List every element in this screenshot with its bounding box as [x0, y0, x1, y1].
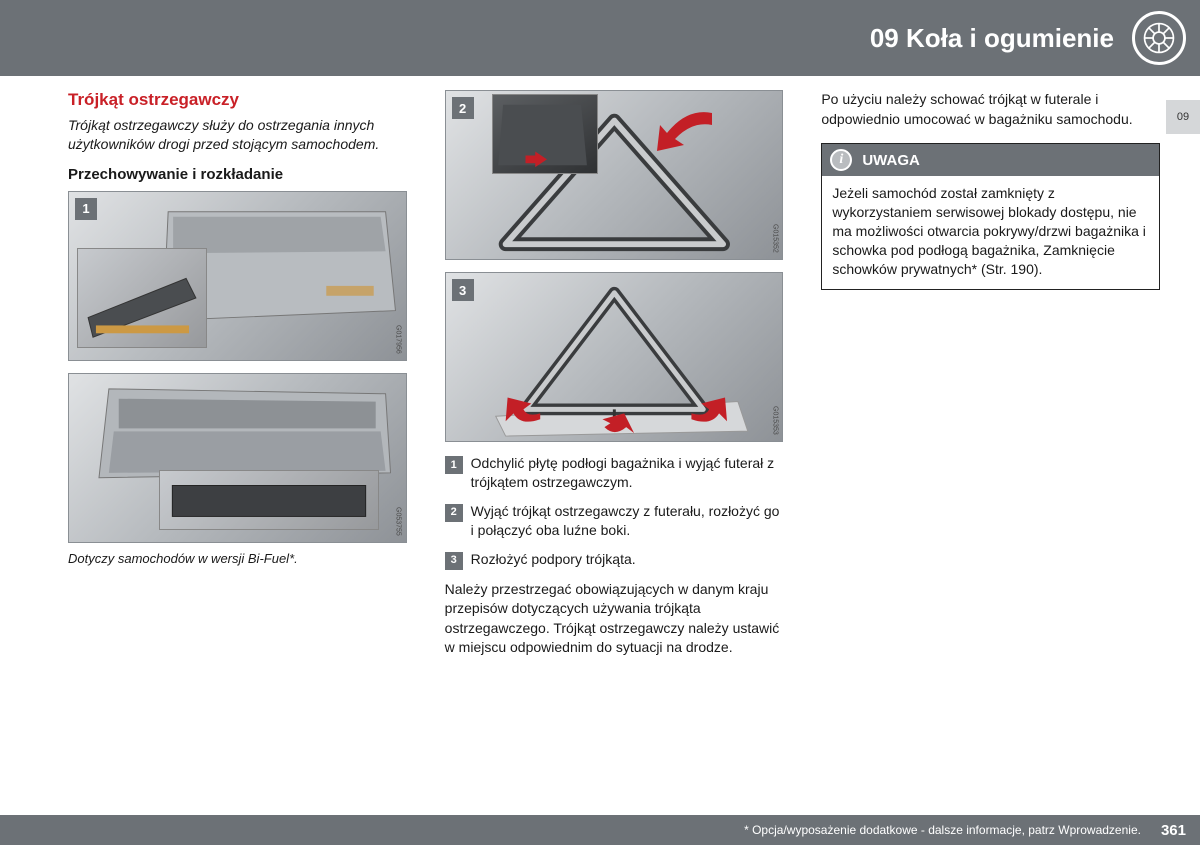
body-text: Należy przestrzegać obowiązujących w dan…	[445, 580, 784, 658]
body-text: Po użyciu należy schować trójkąt w futer…	[821, 90, 1160, 129]
section-title: Trójkąt ostrzegawczy	[68, 90, 407, 110]
figure-badge: 2	[452, 97, 474, 119]
footer-text: * Opcja/wyposażenie dodatkowe - dalsze i…	[744, 823, 1141, 837]
column-1: Trójkąt ostrzegawczy Trójkąt ostrzegawcz…	[68, 90, 407, 672]
page-footer: * Opcja/wyposażenie dodatkowe - dalsze i…	[0, 815, 1200, 845]
column-2: 2 G015352 3	[445, 90, 784, 672]
figure-3: 3 G015353	[445, 272, 784, 442]
page-header: 09 Koła i ogumienie	[0, 0, 1200, 76]
step-item: 1 Odchylić płytę podłogi bagażnika i wyj…	[445, 454, 784, 492]
column-3: Po użyciu należy schować trójkąt w futer…	[821, 90, 1160, 672]
figure-code: G017956	[395, 325, 402, 354]
figure-inset	[77, 248, 207, 348]
page-number: 361	[1161, 822, 1186, 839]
tire-icon	[1132, 11, 1186, 65]
step-item: 3 Rozłożyć podpory trójkąta.	[445, 550, 784, 570]
chapter-tab: 09	[1166, 100, 1200, 134]
info-icon: i	[830, 149, 852, 171]
figure-inset-b	[159, 470, 379, 530]
subheading: Przechowywanie i rozkładanie	[68, 166, 407, 183]
figure-1b: G053755	[68, 373, 407, 543]
step-item: 2 Wyjąć trójkąt ostrzegawczy z futerału,…	[445, 502, 784, 540]
figure-code: G015353	[771, 406, 778, 435]
figure-1: 1 G017956	[68, 191, 407, 361]
note-body: Jeżeli samochód został zamknięty z wykor…	[822, 176, 1159, 288]
chapter-name: Koła i ogumienie	[906, 23, 1114, 53]
triangle-stand-illustration	[446, 273, 783, 441]
chapter-title: 09 Koła i ogumienie	[870, 23, 1114, 54]
page-content: Trójkąt ostrzegawczy Trójkąt ostrzegawcz…	[68, 90, 1160, 672]
figure-2: 2 G015352	[445, 90, 784, 260]
chapter-number: 09	[870, 23, 899, 53]
step-text: Rozłożyć podpory trójkąta.	[471, 550, 636, 570]
step-text: Wyjąć trójkąt ostrzegawczy z futerału, r…	[471, 502, 784, 540]
figure-badge: 1	[75, 198, 97, 220]
figure-caption: Dotyczy samochodów w wersji Bi-Fuel*.	[68, 551, 407, 566]
step-number: 1	[445, 456, 463, 474]
tab-number: 09	[1177, 111, 1189, 123]
note-title: UWAGA	[862, 152, 920, 169]
arrow-icon	[652, 103, 722, 158]
step-text: Odchylić płytę podłogi bagażnika i wyjąć…	[471, 454, 784, 492]
step-list: 1 Odchylić płytę podłogi bagażnika i wyj…	[445, 454, 784, 570]
intro-text: Trójkąt ostrzegawczy służy do ostrzegani…	[68, 116, 407, 154]
figure-code: G053755	[395, 507, 402, 536]
step-number: 2	[445, 504, 463, 522]
figure-inset-2	[492, 94, 598, 174]
note-box: i UWAGA Jeżeli samochód został zamknięty…	[821, 143, 1160, 289]
note-header: i UWAGA	[822, 144, 1159, 176]
step-number: 3	[445, 552, 463, 570]
figure-badge: 3	[452, 279, 474, 301]
figure-code: G015352	[771, 224, 778, 253]
